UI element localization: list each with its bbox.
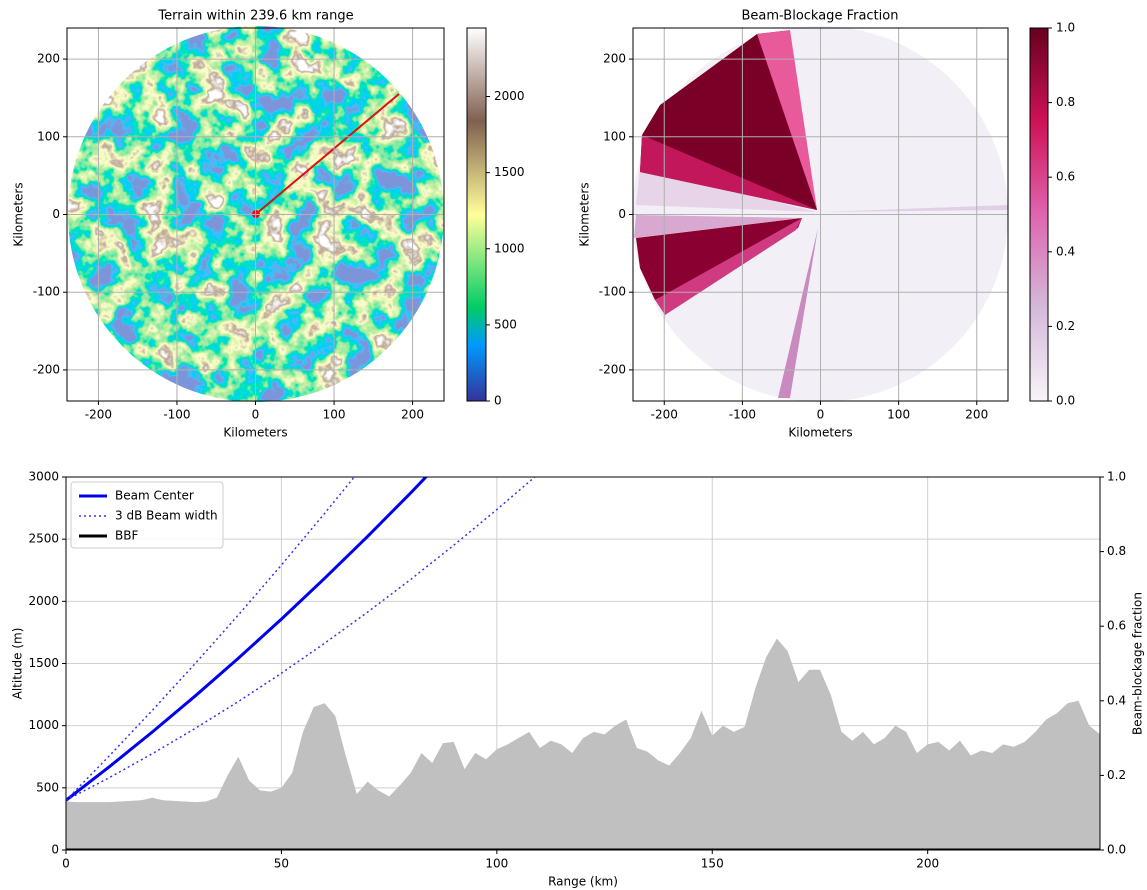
y-tick-label: 100 <box>603 129 626 143</box>
y-axis-label: Altitude (m) <box>11 628 25 700</box>
y2-axis-label: Beam-blockage fraction <box>1131 592 1145 735</box>
colorbar-tick-label: 2000 <box>494 89 525 103</box>
x-axis-label: Kilometers <box>223 426 287 440</box>
x-tick-label: 50 <box>274 857 289 871</box>
y2-tick-label: 0.8 <box>1107 544 1126 558</box>
y-axis-label: Kilometers <box>12 182 26 246</box>
chart-title: Beam-Blockage Fraction <box>742 9 899 24</box>
colorbar-tick-label: 0 <box>494 394 502 408</box>
x-tick-label: 0 <box>817 408 825 422</box>
x-tick-label: 0 <box>62 857 70 871</box>
y2-tick-label: 1.0 <box>1107 470 1126 484</box>
y-tick-label: 0 <box>618 207 626 221</box>
colorbar-tick-label: 0.4 <box>1056 244 1075 258</box>
x-tick-label: -200 <box>651 408 678 422</box>
y-axis-label: Kilometers <box>578 182 592 246</box>
colorbar-tick-label: 0.8 <box>1056 95 1075 109</box>
x-axis-label: Range (km) <box>548 875 618 889</box>
x-tick-label: 150 <box>701 857 724 871</box>
x-tick-label: 200 <box>401 408 424 422</box>
y-tick-label: 0 <box>52 207 60 221</box>
legend-label: BBF <box>115 529 138 543</box>
x-tick-label: 100 <box>323 408 346 422</box>
y-tick-label: -200 <box>33 362 60 376</box>
colorbar <box>467 28 486 401</box>
y2-tick-label: 0.4 <box>1107 693 1126 707</box>
y2-tick-label: 0.6 <box>1107 619 1126 633</box>
y-tick-label: -100 <box>33 285 60 299</box>
x-tick-label: 0 <box>252 408 260 422</box>
x-axis-label: Kilometers <box>788 426 852 440</box>
colorbar-tick-label: 1500 <box>494 165 525 179</box>
colorbar-tick-label: 1.0 <box>1056 21 1075 35</box>
colorbar-tick-label: 1000 <box>494 241 525 255</box>
x-tick-label: -100 <box>163 408 190 422</box>
x-tick-label: -200 <box>85 408 112 422</box>
y-tick-label: 200 <box>37 52 60 66</box>
y-tick-label: 100 <box>37 129 60 143</box>
legend-label: 3 dB Beam width <box>115 509 218 523</box>
colorbar-tick-label: 0.2 <box>1056 319 1075 333</box>
colorbar <box>1030 28 1048 401</box>
y-tick-label: 2500 <box>28 532 59 546</box>
y-tick-label: 1500 <box>28 656 59 670</box>
y-tick-label: 3000 <box>28 470 59 484</box>
x-tick-label: 200 <box>916 857 939 871</box>
x-tick-label: 100 <box>485 857 508 871</box>
y-tick-label: 2000 <box>28 594 59 608</box>
y-tick-label: 500 <box>36 780 59 794</box>
colorbar-tick-label: 0.0 <box>1056 394 1075 408</box>
figure: -200 -100 0 100 200 -200 -100 0 100 200 Kilometers… <box>0 0 1147 890</box>
x-tick-label: 100 <box>887 408 910 422</box>
y-tick-label: -100 <box>599 285 626 299</box>
colorbar-tick-label: 0.6 <box>1056 170 1075 184</box>
y-tick-label: 0 <box>51 843 59 857</box>
y2-tick-label: 0.0 <box>1107 843 1126 857</box>
chart-title: Terrain within 239.6 km range <box>157 9 353 24</box>
y-tick-label: 1000 <box>28 718 59 732</box>
colorbar-tick-label: 500 <box>494 317 517 331</box>
y-tick-label: 200 <box>603 52 626 66</box>
x-tick-label: -100 <box>729 408 756 422</box>
y2-tick-label: 0.2 <box>1107 768 1126 782</box>
y-tick-label: -200 <box>599 362 626 376</box>
legend-label: Beam Center <box>115 489 194 503</box>
x-tick-label: 200 <box>965 408 988 422</box>
